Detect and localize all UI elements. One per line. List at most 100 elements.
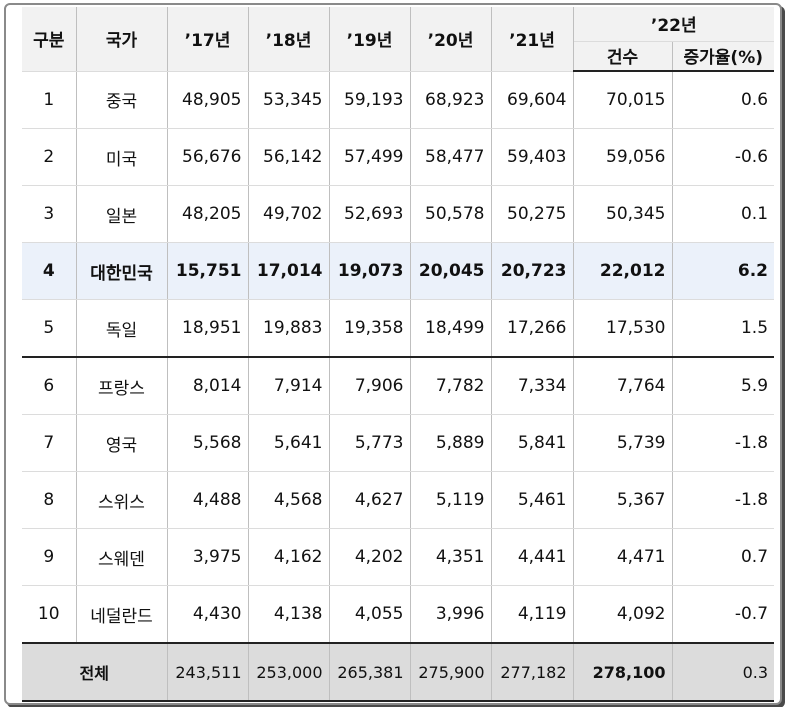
count-cell: 5,367 <box>573 471 673 529</box>
total-label: 전체 <box>22 642 168 702</box>
count-cell: 4,471 <box>573 528 673 586</box>
rank-cell: 7 <box>22 414 77 472</box>
value-cell: 4,138 <box>248 585 330 644</box>
growth-cell: -1.8 <box>672 471 775 529</box>
country-cell: 스웨덴 <box>76 528 168 586</box>
value-cell: 56,676 <box>167 128 249 186</box>
value-cell: 19,883 <box>248 299 330 358</box>
value-cell: 68,923 <box>410 71 492 129</box>
total-value-cell: 275,900 <box>410 642 492 702</box>
country-cell: 독일 <box>76 299 168 358</box>
table-row: 6 프랑스 8,014 7,914 7,906 7,782 7,334 7,76… <box>22 357 775 415</box>
value-cell: 48,905 <box>167 71 249 129</box>
header-row-2: 건수 증가율(%) <box>22 41 775 72</box>
rank-cell: 1 <box>22 71 77 129</box>
rank-cell: 5 <box>22 299 77 358</box>
table-row: 8 스위스 4,488 4,568 4,627 5,119 5,461 5,36… <box>22 471 775 529</box>
value-cell: 17,266 <box>491 299 574 358</box>
growth-cell: 1.5 <box>672 299 775 358</box>
count-cell: 4,092 <box>573 585 673 644</box>
value-cell: 4,627 <box>329 471 411 529</box>
growth-cell: -1.8 <box>672 414 775 472</box>
country-cell: 미국 <box>76 128 168 186</box>
growth-cell: 0.7 <box>672 528 775 586</box>
value-cell: 8,014 <box>167 357 249 415</box>
value-cell: 5,773 <box>329 414 411 472</box>
header-growth: 증가율(%) <box>672 41 775 72</box>
value-cell: 4,119 <box>491 585 574 644</box>
growth-cell: 0.1 <box>672 185 775 243</box>
value-cell: 5,889 <box>410 414 492 472</box>
value-cell: 4,568 <box>248 471 330 529</box>
value-cell: 4,488 <box>167 471 249 529</box>
rank-cell: 3 <box>22 185 77 243</box>
value-cell: 57,499 <box>329 128 411 186</box>
total-count-cell: 278,100 <box>573 642 673 702</box>
value-cell: 5,841 <box>491 414 574 472</box>
count-cell: 70,015 <box>573 71 673 129</box>
value-cell: 4,055 <box>329 585 411 644</box>
total-row: 전체 243,511 253,000 265,381 275,900 277,1… <box>22 642 775 702</box>
count-cell: 5,739 <box>573 414 673 472</box>
header-year-17: ’17년 <box>167 7 249 72</box>
value-cell: 3,996 <box>410 585 492 644</box>
total-value-cell: 253,000 <box>248 642 330 702</box>
rank-cell: 8 <box>22 471 77 529</box>
value-cell: 49,702 <box>248 185 330 243</box>
table-row: 7 영국 5,568 5,641 5,773 5,889 5,841 5,739… <box>22 414 775 472</box>
value-cell: 50,275 <box>491 185 574 243</box>
value-cell: 7,914 <box>248 357 330 415</box>
header-country: 국가 <box>76 7 168 72</box>
value-cell: 59,193 <box>329 71 411 129</box>
growth-cell: 0.6 <box>672 71 775 129</box>
country-cell: 중국 <box>76 71 168 129</box>
value-cell: 5,461 <box>491 471 574 529</box>
header-year-20: ’20년 <box>410 7 492 72</box>
country-cell: 프랑스 <box>76 357 168 415</box>
value-cell: 5,641 <box>248 414 330 472</box>
growth-cell: 6.2 <box>672 242 775 300</box>
value-cell: 7,334 <box>491 357 574 415</box>
table-row: 10 네덜란드 4,430 4,138 4,055 3,996 4,119 4,… <box>22 585 775 644</box>
header-row: 구분 국가 ’17년 ’18년 ’19년 ’20년 ’21년 ’22년 <box>22 7 775 72</box>
total-value-cell: 277,182 <box>491 642 574 702</box>
value-cell: 4,162 <box>248 528 330 586</box>
header-count: 건수 <box>573 41 673 72</box>
growth-cell: -0.6 <box>672 128 775 186</box>
value-cell: 56,142 <box>248 128 330 186</box>
count-cell: 59,056 <box>573 128 673 186</box>
header-year-19: ’19년 <box>329 7 411 72</box>
rank-cell: 10 <box>22 585 77 644</box>
patent-table: 구분 국가 ’17년 ’18년 ’19년 ’20년 ’21년 ’22년 건수 증… <box>22 7 775 702</box>
total-value-cell: 243,511 <box>167 642 249 702</box>
total-growth-cell: 0.3 <box>672 642 775 702</box>
value-cell: 18,499 <box>410 299 492 358</box>
rank-cell: 4 <box>22 242 77 300</box>
header-rank: 구분 <box>22 7 77 72</box>
table-row: 3 일본 48,205 49,702 52,693 50,578 50,275 … <box>22 185 775 243</box>
value-cell: 58,477 <box>410 128 492 186</box>
country-cell: 네덜란드 <box>76 585 168 644</box>
value-cell: 4,351 <box>410 528 492 586</box>
value-cell: 19,073 <box>329 242 411 300</box>
growth-cell: -0.7 <box>672 585 775 644</box>
rank-cell: 2 <box>22 128 77 186</box>
value-cell: 4,202 <box>329 528 411 586</box>
value-cell: 5,568 <box>167 414 249 472</box>
value-cell: 4,430 <box>167 585 249 644</box>
value-cell: 7,782 <box>410 357 492 415</box>
header-year-18: ’18년 <box>248 7 330 72</box>
value-cell: 18,951 <box>167 299 249 358</box>
count-cell: 50,345 <box>573 185 673 243</box>
country-cell: 영국 <box>76 414 168 472</box>
value-cell: 59,403 <box>491 128 574 186</box>
value-cell: 19,358 <box>329 299 411 358</box>
count-cell: 7,764 <box>573 357 673 415</box>
country-cell: 스위스 <box>76 471 168 529</box>
header-year-22: ’22년 <box>573 7 775 42</box>
table-row: 1 중국 48,905 53,345 59,193 68,923 69,604 … <box>22 71 775 129</box>
header-year-21: ’21년 <box>491 7 574 72</box>
table-row-highlighted: 4 대한민국 15,751 17,014 19,073 20,045 20,72… <box>22 242 775 300</box>
value-cell: 3,975 <box>167 528 249 586</box>
value-cell: 17,014 <box>248 242 330 300</box>
